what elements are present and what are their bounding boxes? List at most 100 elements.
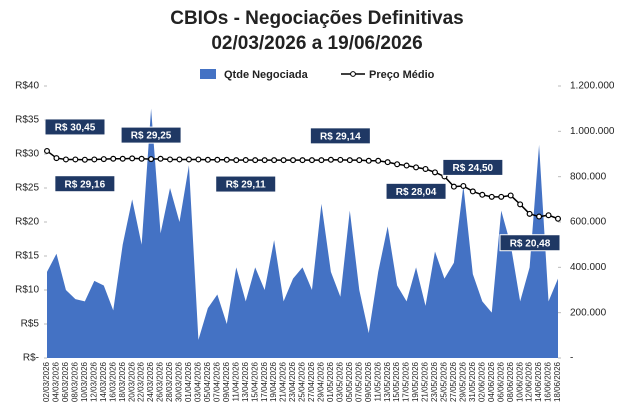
marker	[413, 164, 420, 171]
x-tick-label: 17/05/2026	[402, 361, 411, 402]
x-tick-label: 31/05/2026	[468, 361, 477, 402]
x-tick-label: 08/03/2026	[70, 361, 79, 402]
marker	[394, 161, 401, 168]
marker	[384, 159, 391, 166]
x-tick-label: 27/04/2026	[307, 361, 316, 402]
x-tick-label: 11/05/2026	[373, 361, 382, 401]
x-tick-label: 03/04/2026	[194, 361, 203, 402]
marker	[460, 182, 467, 189]
callout-box	[44, 118, 106, 136]
x-tick-label: 13/04/2026	[241, 361, 250, 402]
marker	[365, 157, 372, 164]
marker	[43, 147, 50, 154]
x-tick-label: 01/04/2026	[184, 361, 193, 402]
y2-tick-label: 800.000	[570, 171, 607, 182]
marker	[554, 215, 561, 222]
y-tick-label: R$30	[15, 149, 39, 160]
x-tick-label: 13/05/2026	[383, 361, 392, 402]
callout-box	[215, 175, 277, 193]
y2-tick-label: 200.000	[570, 307, 607, 318]
marker	[545, 212, 552, 219]
marker	[498, 193, 505, 200]
x-tick-label: 23/04/2026	[288, 361, 297, 402]
marker	[81, 156, 88, 163]
x-tick-label: 27/05/2026	[449, 361, 458, 402]
y-tick-label: R$20	[15, 217, 39, 228]
y-tick-label: R$40	[15, 81, 39, 92]
x-tick-label: 12/06/2026	[525, 361, 534, 402]
x-tick-label: 23/05/2026	[430, 361, 439, 402]
marker	[72, 156, 79, 163]
y-tick-label: R$25	[15, 183, 39, 194]
x-tick-label: 04/03/2026	[52, 361, 61, 402]
marker	[100, 156, 107, 163]
x-tick-label: 21/04/2026	[279, 361, 288, 402]
marker	[526, 210, 533, 217]
x-tick-label: 08/06/2026	[506, 361, 515, 402]
x-tick-label: 26/03/2026	[156, 361, 165, 402]
marker	[185, 156, 192, 163]
value-label: R$ 24,50	[453, 163, 494, 174]
legend-label: Qtde Negociada	[224, 69, 309, 81]
callout-box	[499, 234, 561, 252]
y2-tick-label: 400.000	[570, 262, 607, 273]
x-tick-label: 18/06/2026	[553, 361, 562, 402]
marker	[261, 157, 268, 164]
x-tick-label: 06/06/2026	[496, 361, 505, 402]
marker	[119, 155, 126, 162]
x-tick-label: 05/05/2026	[345, 361, 354, 402]
x-tick-label: 10/06/2026	[515, 361, 524, 402]
x-tick-label: 09/04/2026	[222, 361, 231, 402]
x-tick-label: 25/04/2026	[298, 361, 307, 402]
value-label: R$ 28,04	[396, 187, 437, 198]
legend-swatch	[200, 69, 216, 79]
x-tick-label: 02/06/2026	[477, 361, 486, 402]
x-tick-label: 16/06/2026	[544, 361, 553, 402]
marker	[233, 157, 240, 164]
value-label: R$ 29,16	[65, 179, 106, 190]
legend-swatch	[350, 71, 356, 77]
y-tick-label: R$10	[15, 285, 39, 296]
marker	[327, 156, 334, 163]
legend-label: Preço Médio	[369, 69, 435, 81]
marker	[138, 155, 145, 162]
value-label: R$ 30,45	[55, 123, 96, 134]
x-tick-label: 05/04/2026	[203, 361, 212, 402]
marker	[252, 157, 259, 164]
x-tick-label: 06/03/2026	[61, 361, 70, 402]
marker	[110, 155, 117, 162]
y-tick-label: R$-	[23, 353, 39, 364]
y2-tick-label: 1.200.000	[570, 81, 615, 92]
marker	[148, 156, 155, 163]
x-tick-label: 12/03/2026	[89, 361, 98, 402]
y-tick-label: R$35	[15, 115, 39, 126]
x-tick-label: 15/04/2026	[250, 361, 259, 402]
marker	[214, 156, 221, 163]
x-tick-label: 04/06/2026	[487, 361, 496, 402]
x-tick-label: 07/05/2026	[354, 361, 363, 402]
marker	[517, 201, 524, 208]
x-tick-label: 20/03/2026	[127, 361, 136, 402]
x-tick-label: 24/03/2026	[146, 361, 155, 402]
y2-tick-label: 600.000	[570, 217, 607, 228]
y2-tick-label: 1.000.000	[570, 126, 615, 137]
callout-box	[385, 182, 447, 200]
value-label: R$ 20,48	[510, 238, 551, 249]
x-tick-label: 01/05/2026	[326, 361, 335, 402]
marker	[223, 156, 230, 163]
marker	[346, 157, 353, 164]
x-tick-label: 18/03/2026	[118, 361, 127, 402]
area	[47, 108, 558, 359]
marker	[176, 156, 183, 163]
x-tick-label: 09/05/2026	[364, 361, 373, 402]
marker	[431, 169, 438, 176]
x-tick-label: 03/05/2026	[335, 361, 344, 402]
callout-box	[54, 175, 116, 193]
x-tick-label: 30/03/2026	[175, 361, 184, 402]
marker	[299, 157, 306, 164]
y-tick-label: R$5	[21, 319, 40, 330]
marker	[536, 213, 543, 220]
x-tick-label: 07/04/2026	[212, 361, 221, 402]
marker	[356, 157, 363, 164]
marker	[488, 193, 495, 200]
